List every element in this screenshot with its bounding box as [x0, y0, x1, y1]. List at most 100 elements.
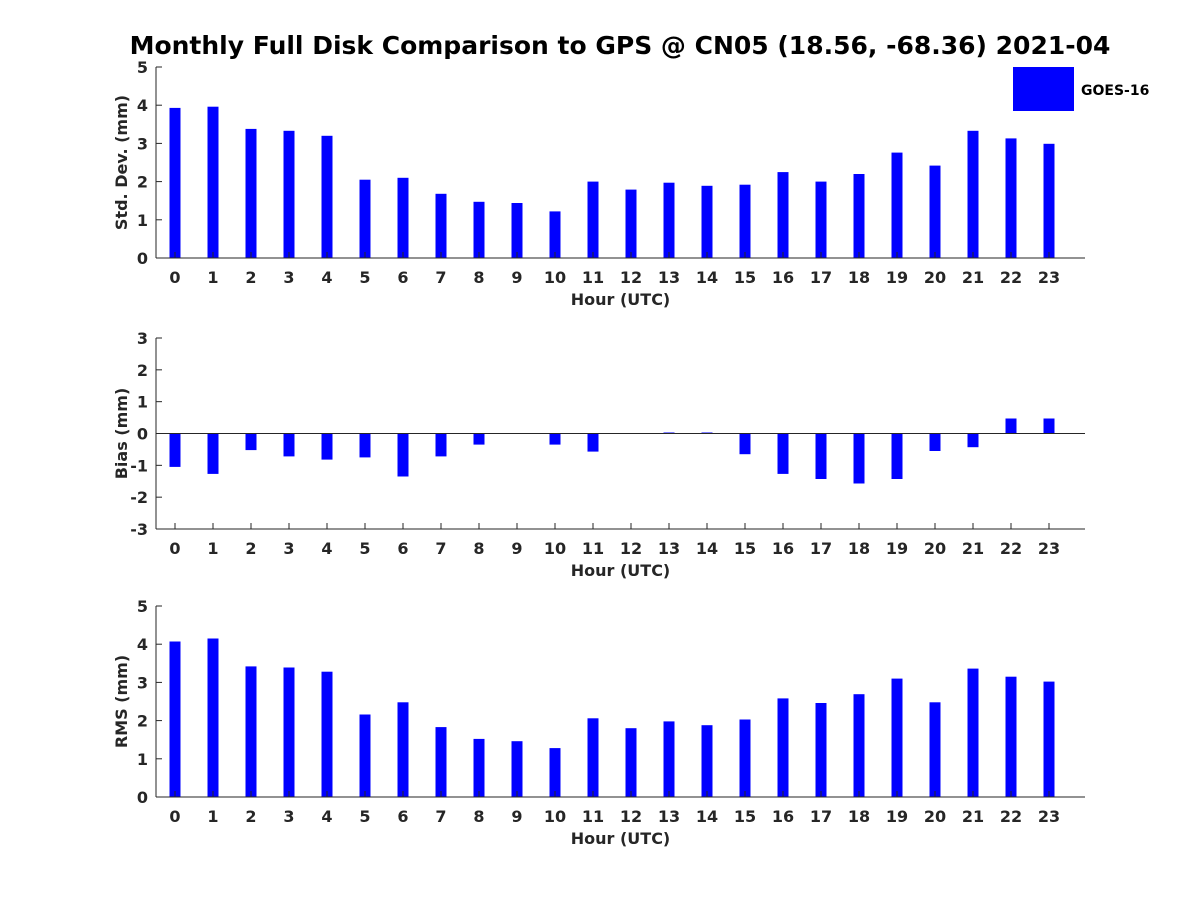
bias-bar-21 [967, 433, 979, 448]
std-dev-xtick-label: 1 [207, 268, 218, 287]
rms-xtick-label: 19 [886, 807, 908, 826]
rms-xtick-label: 21 [962, 807, 984, 826]
bias-bar-22 [1005, 418, 1017, 434]
bias-xtick-label: 7 [435, 539, 446, 558]
bias-ytick-label: 3 [137, 329, 148, 348]
rms-bar-21 [967, 668, 979, 797]
rms-bar-11 [587, 718, 599, 797]
bias-bar-16 [777, 433, 789, 474]
rms-ytick-label: 4 [137, 635, 148, 654]
bias-ytick-label: 1 [137, 393, 148, 412]
std-dev-xtick-label: 7 [435, 268, 446, 287]
rms-bar-14 [701, 725, 713, 797]
bias-xtick-label: 14 [696, 539, 718, 558]
std-dev-ylabel: Std. Dev. (mm) [112, 95, 131, 230]
bias-bar-18 [853, 433, 865, 484]
rms-xtick-label: 16 [772, 807, 794, 826]
bias-xtick-label: 15 [734, 539, 756, 558]
rms-xtick-label: 1 [207, 807, 218, 826]
std-dev-bar-17 [815, 181, 827, 258]
rms-xtick-label: 14 [696, 807, 718, 826]
bias-bar-23 [1043, 418, 1055, 434]
rms-bar-15 [739, 719, 751, 797]
bias-bar-5 [359, 433, 371, 458]
std-dev-bar-0 [169, 107, 181, 259]
rms-bar-12 [625, 728, 637, 797]
rms-xtick-label: 17 [810, 807, 832, 826]
std-dev-xtick-label: 12 [620, 268, 642, 287]
rms-ylabel: RMS (mm) [112, 655, 131, 748]
bias-bar-19 [891, 433, 903, 479]
bias-xtick-label: 9 [511, 539, 522, 558]
bias-xtick-label: 17 [810, 539, 832, 558]
bias-bar-10 [549, 433, 561, 445]
std-dev-xtick-label: 11 [582, 268, 604, 287]
rms-bar-20 [929, 702, 941, 797]
std-dev-xlabel: Hour (UTC) [571, 290, 671, 309]
bias-xlabel: Hour (UTC) [571, 561, 671, 580]
rms-xtick-label: 13 [658, 807, 680, 826]
bias-bar-1 [207, 433, 219, 474]
std-dev-xtick-label: 2 [245, 268, 256, 287]
rms-bar-3 [283, 667, 295, 797]
bias-xtick-label: 6 [397, 539, 408, 558]
std-dev-xtick-label: 18 [848, 268, 870, 287]
std-dev-bar-15 [739, 184, 751, 258]
rms-xtick-label: 5 [359, 807, 370, 826]
bias-xtick-label: 8 [473, 539, 484, 558]
bias-xtick-label: 12 [620, 539, 642, 558]
bias-xtick-label: 10 [544, 539, 566, 558]
rms-bar-13 [663, 721, 675, 797]
std-dev-ytick-label: 0 [137, 249, 148, 268]
std-dev-ytick-label: 3 [137, 134, 148, 153]
std-dev-bar-23 [1043, 143, 1055, 258]
bias-xtick-label: 5 [359, 539, 370, 558]
std-dev-xtick-label: 6 [397, 268, 408, 287]
std-dev-xtick-label: 10 [544, 268, 566, 287]
rms-xtick-label: 20 [924, 807, 946, 826]
rms-xtick-label: 7 [435, 807, 446, 826]
bias-ylabel: Bias (mm) [112, 388, 131, 480]
std-dev-xtick-label: 8 [473, 268, 484, 287]
std-dev-bar-5 [359, 179, 371, 258]
rms-xtick-label: 12 [620, 807, 642, 826]
bias-xtick-label: 22 [1000, 539, 1022, 558]
chart-title: Monthly Full Disk Comparison to GPS @ CN… [130, 31, 1111, 60]
legend-label: GOES-16 [1081, 83, 1149, 99]
bias-bar-15 [739, 433, 751, 455]
bias-xtick-label: 0 [169, 539, 180, 558]
std-dev-ytick-label: 5 [137, 58, 148, 77]
std-dev-bar-4 [321, 135, 333, 258]
rms-xtick-label: 9 [511, 807, 522, 826]
std-dev-xtick-label: 17 [810, 268, 832, 287]
std-dev-bar-2 [245, 128, 257, 258]
rms-xtick-label: 23 [1038, 807, 1060, 826]
rms-bar-8 [473, 738, 485, 797]
bias-bar-11 [587, 433, 599, 452]
bias-xtick-label: 20 [924, 539, 946, 558]
std-dev-xtick-label: 4 [321, 268, 332, 287]
legend-swatch [1013, 67, 1074, 111]
std-dev-xtick-label: 9 [511, 268, 522, 287]
rms-ytick-label: 5 [137, 597, 148, 616]
bias-ytick-label: 2 [137, 361, 148, 380]
std-dev-bar-8 [473, 201, 485, 258]
bias-xtick-label: 16 [772, 539, 794, 558]
rms-bar-5 [359, 714, 371, 797]
std-dev-bar-6 [397, 177, 409, 258]
std-dev-ytick-label: 1 [137, 211, 148, 230]
rms-ytick-label: 1 [137, 750, 148, 769]
rms-xtick-label: 11 [582, 807, 604, 826]
std-dev-xtick-label: 19 [886, 268, 908, 287]
rms-bar-19 [891, 678, 903, 797]
rms-bar-17 [815, 703, 827, 797]
bias-xtick-label: 21 [962, 539, 984, 558]
bias-ytick-label: 0 [137, 425, 148, 444]
rms-bar-9 [511, 741, 523, 797]
rms-xlabel: Hour (UTC) [571, 829, 671, 848]
std-dev-bar-10 [549, 211, 561, 258]
rms-xtick-label: 6 [397, 807, 408, 826]
rms-xtick-label: 8 [473, 807, 484, 826]
